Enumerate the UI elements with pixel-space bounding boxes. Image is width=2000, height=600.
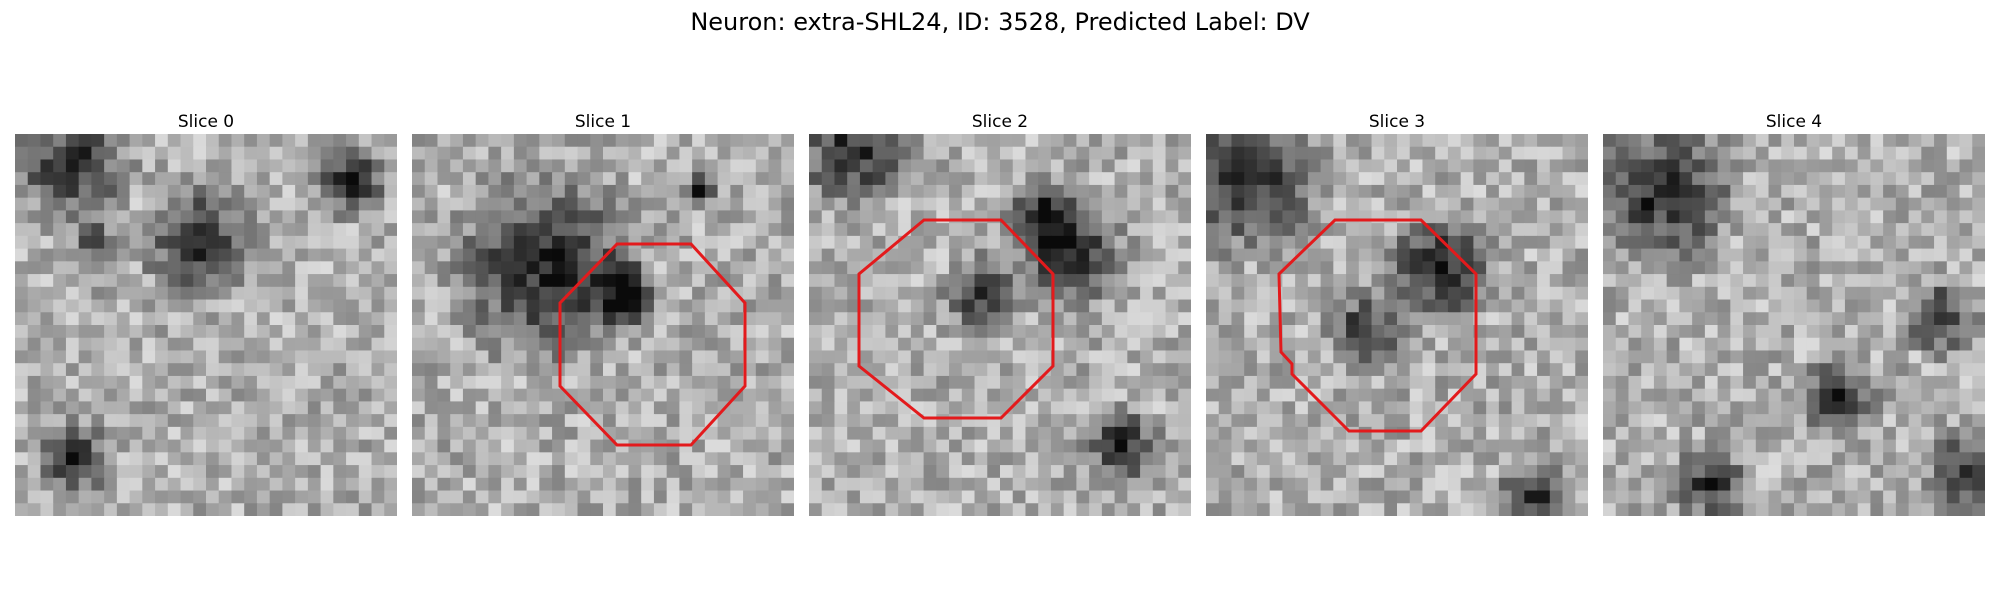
slice-title: Slice 0 — [177, 112, 235, 132]
slice-image — [1206, 134, 1588, 516]
roi-outline — [1277, 218, 1478, 433]
slice-title: Slice 4 — [1765, 112, 1823, 132]
slice-title: Slice 2 — [971, 112, 1029, 132]
slice-panel: Slice 0 — [15, 110, 397, 516]
slice-panel: Slice 4 — [1603, 110, 1985, 516]
roi-outline — [857, 218, 1055, 420]
slice-image — [15, 134, 397, 516]
roi-outline — [558, 242, 747, 447]
slice-panel: Slice 2 — [809, 110, 1191, 516]
slice-image — [412, 134, 794, 516]
slice-panel: Slice 3 — [1206, 110, 1588, 516]
slice-image — [1603, 134, 1985, 516]
slice-panel: Slice 1 — [412, 110, 794, 516]
slice-image — [809, 134, 1191, 516]
slice-title: Slice 1 — [574, 112, 632, 132]
figure-title: Neuron: extra-SHL24, ID: 3528, Predicted… — [690, 8, 1310, 36]
slice-title: Slice 3 — [1368, 112, 1426, 132]
